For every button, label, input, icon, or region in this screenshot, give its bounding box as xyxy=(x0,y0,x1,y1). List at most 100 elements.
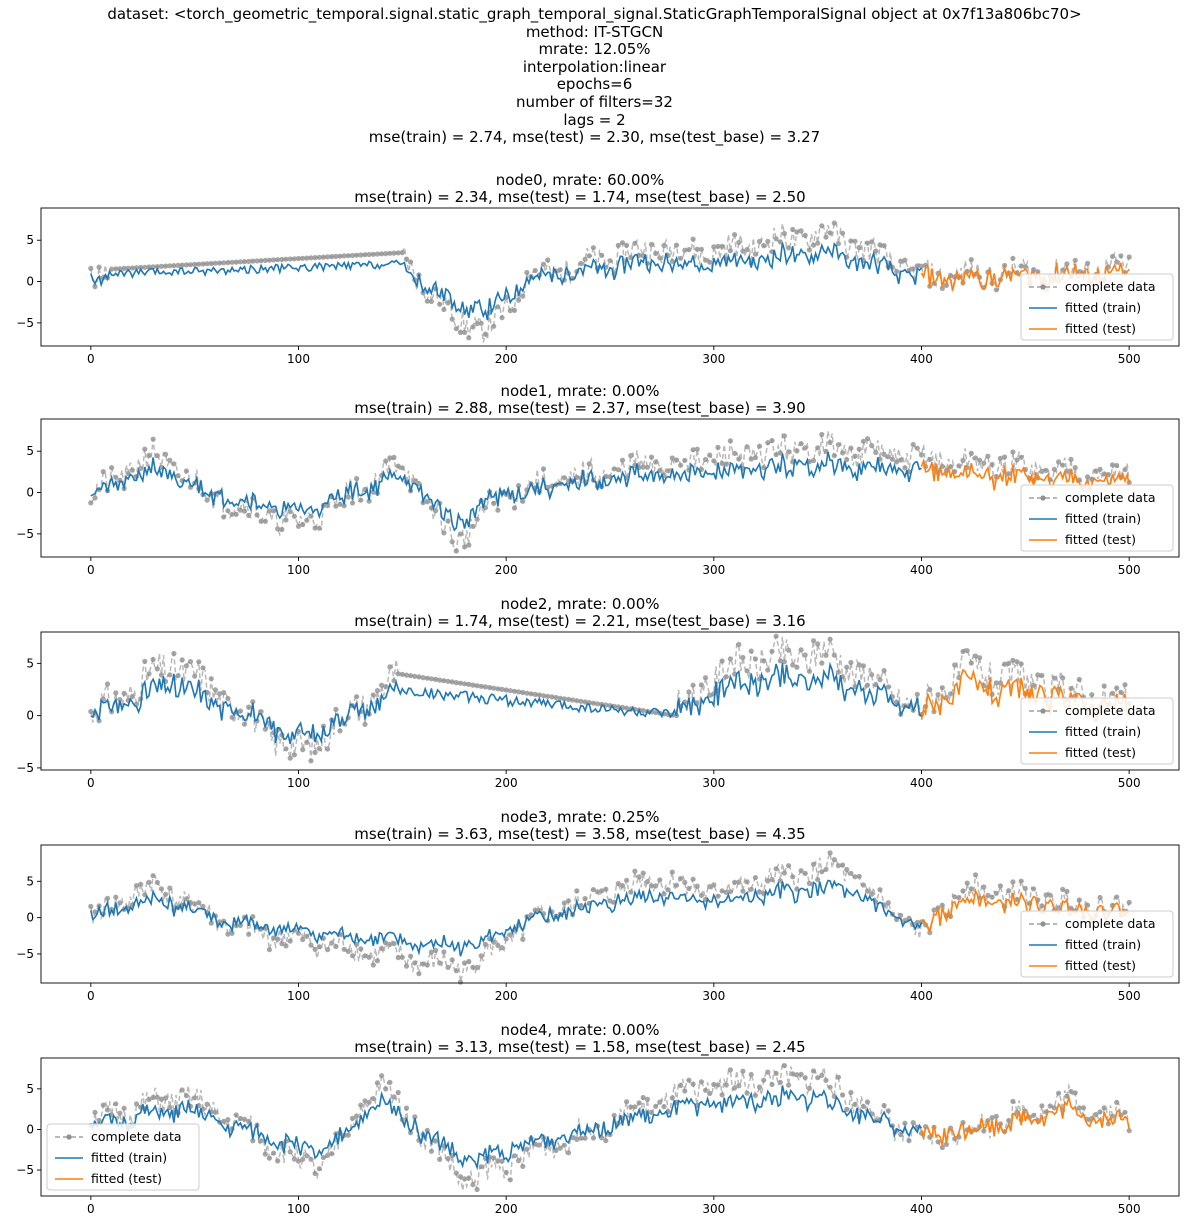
data-point xyxy=(204,1101,210,1107)
legend: complete data fitted (train) fitted (test) xyxy=(1020,697,1174,765)
data-point xyxy=(437,677,443,683)
data-point xyxy=(1068,905,1074,911)
legend-label: complete data xyxy=(1065,916,1156,931)
data-point xyxy=(877,677,883,683)
data-point xyxy=(295,1158,302,1164)
data-point xyxy=(163,891,169,897)
data-point xyxy=(557,267,563,273)
data-point xyxy=(495,686,501,692)
data-point xyxy=(354,476,360,482)
data-point xyxy=(628,1104,634,1110)
data-point xyxy=(395,463,401,469)
data-point xyxy=(844,866,850,873)
suptitle-line: number of filters=32 xyxy=(516,92,673,111)
data-point xyxy=(599,252,605,258)
data-point xyxy=(690,1081,696,1087)
data-point xyxy=(736,1083,742,1089)
data-point xyxy=(557,695,563,701)
data-point xyxy=(325,1152,331,1158)
x-tick-label: 300 xyxy=(702,563,725,577)
data-point xyxy=(491,323,497,329)
data-point xyxy=(711,1081,717,1088)
data-point xyxy=(644,464,651,470)
data-point xyxy=(840,1092,846,1098)
data-point xyxy=(300,522,306,528)
data-point xyxy=(740,654,746,661)
data-point xyxy=(956,463,962,469)
data-point xyxy=(445,300,451,306)
data-point xyxy=(295,255,302,262)
data-point xyxy=(250,258,256,264)
x-tick-label: 300 xyxy=(702,1202,725,1216)
axes-frame xyxy=(40,844,1180,984)
data-point xyxy=(507,688,513,694)
data-point xyxy=(939,685,945,691)
data-point xyxy=(1035,672,1041,678)
data-point xyxy=(92,284,98,290)
axes-frame xyxy=(40,631,1180,771)
data-point xyxy=(723,889,729,896)
data-point xyxy=(997,680,1004,686)
data-point xyxy=(827,439,833,446)
x-tick-label: 200 xyxy=(495,776,518,790)
data-point xyxy=(212,687,218,693)
data-point xyxy=(765,878,771,884)
data-point xyxy=(92,1109,98,1115)
y-tick-label: 0 xyxy=(26,911,34,925)
data-point xyxy=(860,438,867,444)
data-point xyxy=(586,461,592,467)
data-point xyxy=(752,1092,759,1098)
data-point xyxy=(624,877,630,883)
x-tick-label: 200 xyxy=(495,563,518,577)
data-point xyxy=(840,450,846,456)
legend-box xyxy=(46,1123,200,1191)
data-point xyxy=(387,664,393,670)
data-point xyxy=(1114,462,1120,469)
data-point xyxy=(968,450,974,456)
data-point xyxy=(719,1092,725,1098)
data-point xyxy=(345,948,351,955)
x-tick-label: 300 xyxy=(702,989,725,1003)
legend-label: complete data xyxy=(91,1129,182,1144)
data-point xyxy=(266,1155,272,1161)
data-point xyxy=(503,936,509,942)
data-point xyxy=(300,936,306,943)
data-point xyxy=(819,223,825,229)
data-point xyxy=(748,1071,754,1078)
data-point xyxy=(798,868,804,874)
data-point xyxy=(146,671,152,677)
data-point xyxy=(835,863,842,869)
data-point xyxy=(316,944,322,950)
data-point xyxy=(478,320,484,326)
data-point xyxy=(287,256,293,262)
data-point xyxy=(960,1119,966,1126)
data-point xyxy=(619,883,626,889)
data-point xyxy=(399,250,405,256)
data-point xyxy=(283,517,289,523)
data-point xyxy=(1006,660,1012,667)
data-point xyxy=(810,1068,817,1074)
data-point xyxy=(499,686,505,693)
data-point xyxy=(603,1138,609,1144)
series-complete-data-markers xyxy=(88,850,1132,985)
y-tick-label: 5 xyxy=(26,1082,34,1096)
data-point xyxy=(1093,468,1099,474)
x-tick-label: 200 xyxy=(495,989,518,1003)
data-point xyxy=(395,1089,401,1096)
data-point xyxy=(495,304,501,310)
y-tick-label: 5 xyxy=(26,233,34,247)
data-point xyxy=(516,689,522,695)
data-point xyxy=(723,674,729,680)
data-point xyxy=(607,898,613,904)
data-point xyxy=(1076,1105,1082,1111)
data-point xyxy=(582,1135,588,1141)
data-point xyxy=(520,498,526,504)
data-point xyxy=(495,942,501,949)
data-point xyxy=(163,451,169,457)
series-complete-data-markers xyxy=(88,431,1132,554)
data-point xyxy=(474,964,480,971)
data-point xyxy=(287,755,293,761)
data-point xyxy=(92,495,98,501)
data-point xyxy=(790,226,796,233)
subplot-subtitle: mse(train) = 3.13, mse(test) = 1.58, mse… xyxy=(354,1038,805,1057)
